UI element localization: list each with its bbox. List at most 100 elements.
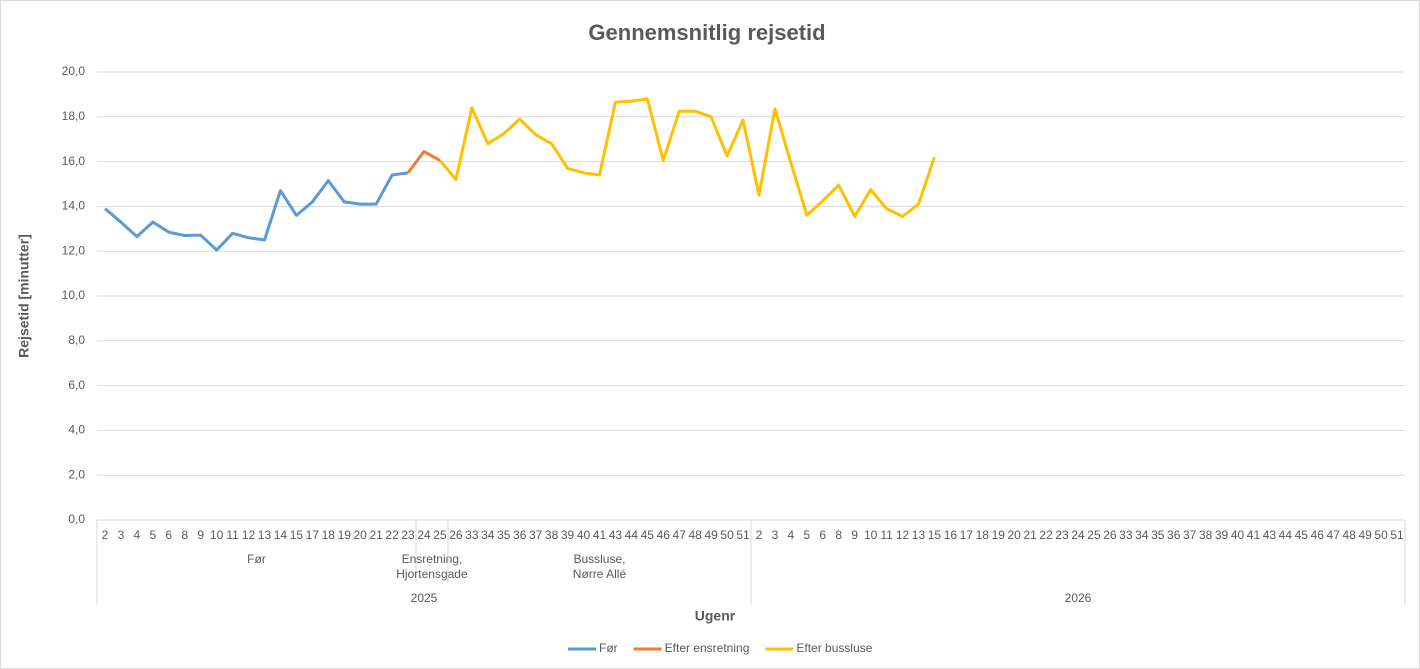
x-tick-label: 6 [819,528,826,542]
x-tick-label: 35 [1151,528,1165,542]
x-tick-label: 50 [720,528,734,542]
y-tick-label: 18,0 [62,109,86,123]
x-axis-label: Ugenr [695,608,736,624]
legend-label: Før [599,641,618,655]
x-tick-label: 2 [756,528,763,542]
x-tick-label: 38 [1199,528,1213,542]
x-tick-label: 34 [481,528,495,542]
y-tick-label: 10,0 [62,288,86,302]
x-tick-label: 23 [1055,528,1069,542]
x-tick-label: 8 [835,528,842,542]
x-tick-label: 17 [960,528,974,542]
x-tick-label: 22 [385,528,399,542]
x-tick-label: 37 [1183,528,1197,542]
x-tick-label: 12 [242,528,256,542]
legend-label: Efter ensretning [665,641,750,655]
x-tick-label: 44 [625,528,639,542]
x-tick-label: 49 [1358,528,1372,542]
x-tick-label: 51 [736,528,750,542]
x-tick-label: 18 [976,528,990,542]
x-tick-label: 36 [1167,528,1181,542]
x-tick-label: 4 [134,528,141,542]
x-tick-label: 6 [165,528,172,542]
x-tick-label: 12 [896,528,910,542]
x-tick-label: 41 [593,528,607,542]
x-tick-label: 38 [545,528,559,542]
y-tick-label: 2,0 [68,467,85,481]
x-tick-label: 41 [1247,528,1261,542]
x-tick-label: 20 [1008,528,1022,542]
x-tick-label: 5 [149,528,156,542]
y-tick-label: 12,0 [62,243,86,257]
series-line [438,97,936,218]
y-tick-label: 16,0 [62,154,86,168]
x-tick-label: 33 [465,528,479,542]
x-tick-label: 15 [928,528,942,542]
y-tick-label: 4,0 [68,423,85,437]
group-label: Ensretning, Hjortensgade [396,552,468,581]
series-line [406,150,441,174]
x-tick-label: 34 [1135,528,1149,542]
x-tick-label: 13 [258,528,272,542]
x-tick-label: 33 [1119,528,1133,542]
x-tick-label: 37 [529,528,543,542]
x-tick-label: 22 [1039,528,1053,542]
x-tick-label: 25 [433,528,447,542]
x-tick-label: 43 [609,528,623,542]
x-tick-label: 18 [322,528,336,542]
x-tick-label: 47 [673,528,687,542]
x-tick-label: 39 [561,528,575,542]
x-tick-label: 51 [1390,528,1404,542]
y-axis-label: Rejsetid [minutter] [16,234,32,358]
x-tick-label: 14 [274,528,288,542]
x-tick-label: 9 [851,528,858,542]
x-tick-label: 17 [306,528,320,542]
x-tick-label: 45 [641,528,655,542]
x-tick-label: 5 [803,528,810,542]
x-tick-label: 13 [912,528,926,542]
x-tick-label: 21 [1023,528,1037,542]
legend-label: Efter bussluse [796,641,872,655]
x-tick-label: 10 [210,528,224,542]
x-tick-label: 49 [704,528,718,542]
year-label: 2025 [411,591,438,605]
x-tick-label: 9 [197,528,204,542]
x-tick-label: 23 [401,528,415,542]
x-tick-label: 47 [1327,528,1341,542]
y-tick-label: 20,0 [62,64,86,78]
x-tick-label: 10 [864,528,878,542]
chart-title: Gennemsnitlig rejsetid [588,20,825,45]
x-tick-label: 3 [118,528,125,542]
x-tick-label: 45 [1295,528,1309,542]
group-label: Bussluse, Nørre Allé [573,552,627,581]
x-tick-label: 8 [181,528,188,542]
x-tick-label: 24 [417,528,431,542]
x-tick-label: 40 [1231,528,1245,542]
y-tick-label: 14,0 [62,199,86,213]
series-line [104,171,409,252]
x-tick-label: 40 [577,528,591,542]
x-tick-label: 44 [1279,528,1293,542]
x-tick-label: 46 [657,528,671,542]
y-tick-label: 6,0 [68,378,85,392]
x-tick-label: 48 [1342,528,1356,542]
x-tick-label: 11 [226,528,239,542]
x-tick-label: 15 [290,528,304,542]
x-tick-label: 21 [369,528,383,542]
x-tick-label: 4 [788,528,795,542]
x-tick-label: 11 [880,528,893,542]
y-tick-label: 0,0 [68,512,85,526]
x-tick-label: 26 [449,528,463,542]
x-tick-label: 39 [1215,528,1229,542]
x-tick-label: 20 [354,528,368,542]
x-tick-label: 43 [1263,528,1277,542]
x-tick-label: 48 [688,528,702,542]
x-tick-label: 25 [1087,528,1101,542]
year-label: 2026 [1065,591,1092,605]
x-tick-label: 50 [1374,528,1388,542]
x-tick-label: 36 [513,528,527,542]
x-tick-label: 16 [944,528,958,542]
x-tick-label: 35 [497,528,511,542]
x-tick-label: 2 [102,528,109,542]
